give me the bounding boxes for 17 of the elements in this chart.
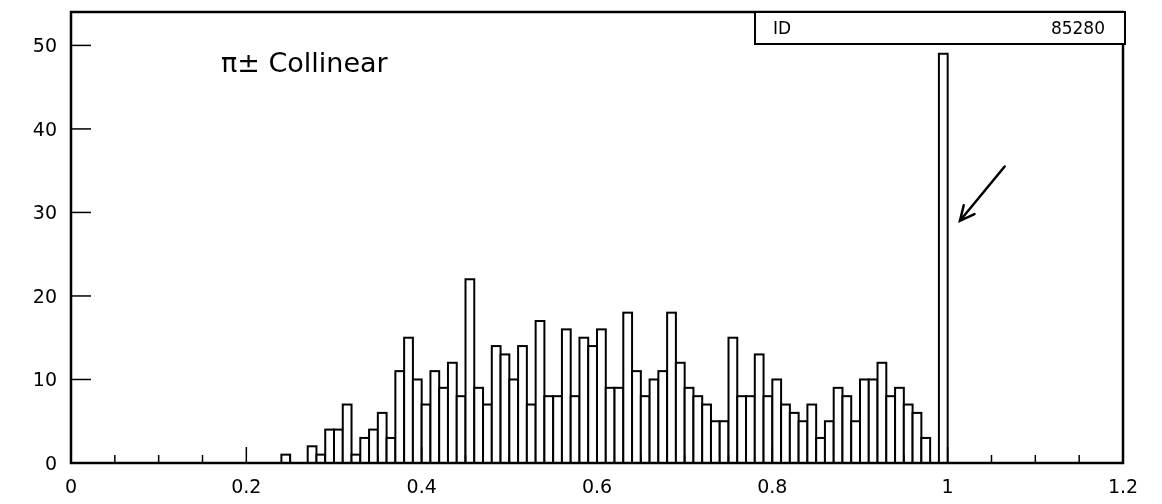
y-tick-label: 20 bbox=[32, 284, 57, 307]
y-tick-label: 0 bbox=[44, 451, 57, 474]
x-tick-label: 0 bbox=[64, 475, 78, 497]
x-tick-label: 0.4 bbox=[406, 475, 437, 497]
stats-box: ID 85280 bbox=[754, 11, 1126, 45]
x-tick-label: 1.2 bbox=[1107, 475, 1139, 497]
x-tick-label: 0.8 bbox=[757, 475, 788, 497]
y-tick-label: 50 bbox=[32, 34, 57, 57]
annotation: 85280 bbox=[1050, 18, 1105, 38]
x-tick-label: 0.6 bbox=[581, 475, 613, 497]
y-tick-label: 40 bbox=[32, 117, 57, 140]
text: π± Collinear bbox=[221, 47, 389, 78]
x-tick-label: 1 bbox=[941, 475, 954, 497]
y-tick-label: 30 bbox=[32, 201, 57, 224]
x-tick-label: 0.2 bbox=[231, 475, 262, 497]
y-tick-label: 10 bbox=[32, 368, 57, 391]
annotation: ID bbox=[773, 18, 792, 38]
